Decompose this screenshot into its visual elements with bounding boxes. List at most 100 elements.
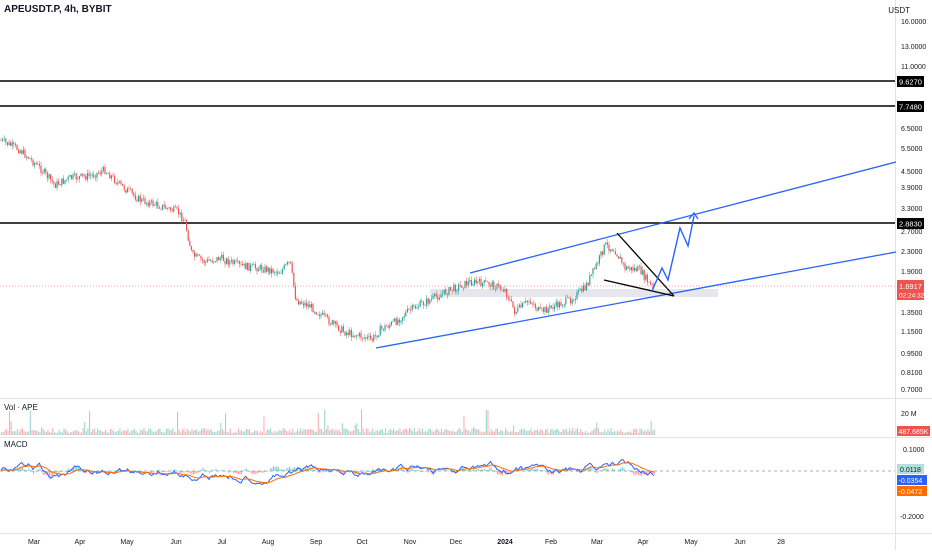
macd-histogram-bar [57, 471, 58, 472]
volume-bar [563, 429, 564, 435]
candle-body [421, 301, 422, 302]
macd-histogram-bar [279, 469, 280, 471]
volume-bar [180, 433, 181, 435]
candle-body [223, 255, 224, 261]
macd-histogram-bar [180, 471, 181, 474]
level-1-price-label[interactable]: 9.6270 [897, 76, 924, 87]
volume-bar [404, 429, 405, 435]
candle-body [10, 142, 11, 145]
volume-bar [495, 428, 496, 435]
volume-bar [428, 429, 429, 435]
candle-body [149, 202, 150, 207]
candle-body [381, 326, 382, 329]
candle-body [506, 289, 507, 297]
macd-histogram-bar [401, 467, 402, 471]
candle-body [175, 207, 176, 208]
volume-bar [227, 432, 228, 435]
channel-upper-line[interactable] [470, 162, 896, 273]
volume-bar [124, 431, 125, 435]
candle-body [295, 286, 296, 299]
macd-histogram-bar [591, 468, 592, 471]
volume-bar [647, 429, 648, 435]
volume-bar [155, 432, 156, 435]
candle-body [418, 307, 419, 308]
macd-histogram-bar [411, 469, 412, 471]
volume-bar [633, 429, 634, 435]
candle-body [426, 299, 427, 306]
candle-body [104, 167, 105, 174]
volume-bar [523, 430, 524, 435]
volume-bar [195, 430, 196, 435]
candle-body [68, 177, 69, 180]
volume-bar [625, 433, 626, 435]
volume-bar [644, 430, 645, 435]
volume-bar [303, 429, 304, 435]
volume-bar [115, 432, 116, 435]
volume-bar [171, 430, 172, 435]
macd-histogram-bar [241, 471, 242, 474]
volume-bar [492, 431, 493, 435]
candle-body [156, 202, 157, 205]
volume-bar [275, 431, 276, 435]
volume-bar [326, 429, 327, 435]
time-axis-label: Nov [404, 539, 417, 546]
volume-bar [230, 429, 231, 435]
macd-histogram-bar [537, 469, 538, 471]
macd-histogram-bar [230, 470, 231, 471]
volume-bar [457, 430, 458, 435]
level-2-price-label[interactable]: 7.7480 [897, 101, 924, 112]
macd-histogram-bar [276, 466, 277, 471]
candle-body [39, 164, 40, 166]
time-axis-label: May [120, 539, 134, 546]
candle-body [285, 264, 286, 265]
volume-bar [468, 431, 469, 435]
volume-bar [606, 433, 607, 435]
candle-body [604, 244, 605, 254]
candle-body [248, 263, 249, 271]
candle-body [524, 302, 525, 303]
volume-bar [183, 428, 184, 435]
volume-bar [334, 431, 335, 435]
volume-bar [614, 431, 615, 435]
volume-bar [36, 430, 37, 435]
currency-label[interactable]: USDT [888, 6, 910, 15]
candle-body [63, 178, 64, 183]
channel-lower-line[interactable] [376, 252, 896, 348]
volume-bar [243, 432, 244, 435]
projection-path[interactable] [652, 216, 694, 291]
macd-histogram-bar [403, 469, 404, 471]
macd-histogram-bar [369, 471, 370, 472]
volume-bar [249, 429, 250, 435]
macd-histogram-bar [187, 471, 188, 472]
volume-bar [193, 431, 194, 435]
candle-body [108, 173, 109, 174]
volume-bar [260, 431, 261, 435]
candle-body [74, 174, 75, 175]
last-price-label[interactable]: 1.6917 02:24:32 [897, 280, 925, 300]
macd-histogram-bar [491, 467, 492, 471]
macd-legend[interactable]: MACD [4, 440, 28, 449]
volume-bar [406, 429, 407, 435]
volume-bar [209, 431, 210, 435]
volume-bar [510, 432, 511, 435]
volume-bar [393, 429, 394, 435]
volume-bar [139, 433, 140, 435]
level-3-price-label[interactable]: 2.8830 [897, 218, 924, 229]
volume-legend[interactable]: Vol · APE [4, 403, 38, 412]
candle-body [31, 158, 32, 159]
symbol-title[interactable]: APEUSDT.P, 4h, BYBIT [4, 4, 112, 15]
candle-body [100, 173, 101, 174]
macd-histogram-bar [483, 470, 484, 471]
volume-bar [571, 431, 572, 435]
macd-histogram-bar [471, 470, 472, 471]
macd-histogram-bar [596, 471, 597, 473]
volume-bar [286, 431, 287, 435]
volume-bar [247, 429, 248, 435]
candle-body [452, 290, 453, 291]
volume-bar [217, 431, 218, 435]
volume-bar [321, 429, 322, 435]
macd-histogram-bar [65, 471, 66, 472]
candle-body [461, 285, 462, 288]
